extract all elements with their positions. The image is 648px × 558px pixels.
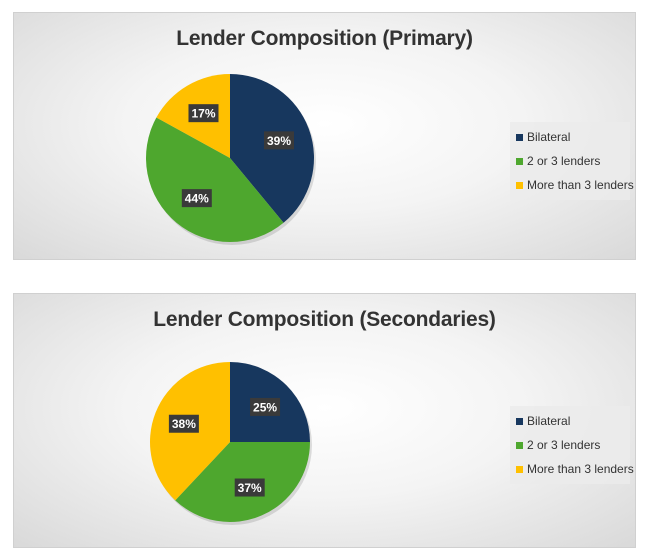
data-label-more-than-3-lenders: 38% [168, 414, 199, 433]
data-label-text: 39% [267, 134, 291, 148]
data-label-bilateral: 39% [264, 131, 295, 150]
data-label-2-or-3-lenders: 44% [181, 189, 212, 208]
legend-label: 2 or 3 lenders [527, 154, 601, 168]
data-label-more-than-3-lenders: 17% [188, 104, 219, 123]
chart-primary: Lender Composition (Primary) 39% 44% 17% B… [13, 12, 636, 260]
legend-item-2-or-3-lenders: 2 or 3 lenders [516, 433, 624, 457]
legend-label: More than 3 lenders [527, 462, 634, 476]
legend-swatch-bilateral [516, 133, 523, 141]
legend-item-more-than-3-lenders: More than 3 lenders [516, 173, 634, 197]
legend-swatch-bilateral [516, 417, 523, 425]
legend-swatch-2-or-3-lenders [516, 157, 523, 165]
legend-label: More than 3 lenders [527, 178, 634, 192]
data-label-text: 38% [172, 417, 196, 431]
legend-swatch-more-than-3-lenders [516, 181, 523, 189]
pie-chart-secondaries: 25% 37% 38% [150, 362, 312, 525]
data-label-box [234, 478, 265, 497]
data-label-box [188, 104, 219, 123]
data-label-text: 17% [191, 107, 215, 121]
legend-item-2-or-3-lenders: 2 or 3 lenders [516, 149, 624, 173]
data-label-text: 44% [185, 192, 209, 206]
legend-swatch-2-or-3-lenders [516, 441, 523, 449]
legend-item-more-than-3-lenders: More than 3 lenders [516, 457, 634, 481]
data-label-box [168, 414, 199, 433]
chart-secondaries: Lender Composition (Secondaries) 25% 37% 3… [13, 293, 636, 548]
data-label-bilateral: 25% [250, 397, 281, 416]
pie-slice-2-or-3-lenders [145, 117, 284, 242]
data-label-2-or-3-lenders: 37% [234, 478, 265, 497]
pie-chart-primary: 39% 44% 17% [145, 74, 316, 245]
data-label-box [264, 131, 295, 150]
legend-item-bilateral: Bilateral [516, 125, 624, 149]
data-label-text: 37% [238, 481, 262, 495]
legend: Bilateral 2 or 3 lenders More than 3 len… [510, 122, 634, 200]
legend: Bilateral 2 or 3 lenders More than 3 len… [510, 406, 634, 484]
data-label-text: 25% [253, 400, 277, 414]
data-label-box [250, 397, 281, 416]
legend-item-bilateral: Bilateral [516, 409, 624, 433]
chart-title: Lender Composition (Primary) [176, 27, 473, 50]
data-label-box [181, 189, 212, 208]
chart-title: Lender Composition (Secondaries) [153, 308, 496, 331]
legend-swatch-more-than-3-lenders [516, 465, 523, 473]
legend-label: Bilateral [527, 130, 571, 144]
legend-label: 2 or 3 lenders [527, 438, 601, 452]
legend-label: Bilateral [527, 414, 571, 428]
